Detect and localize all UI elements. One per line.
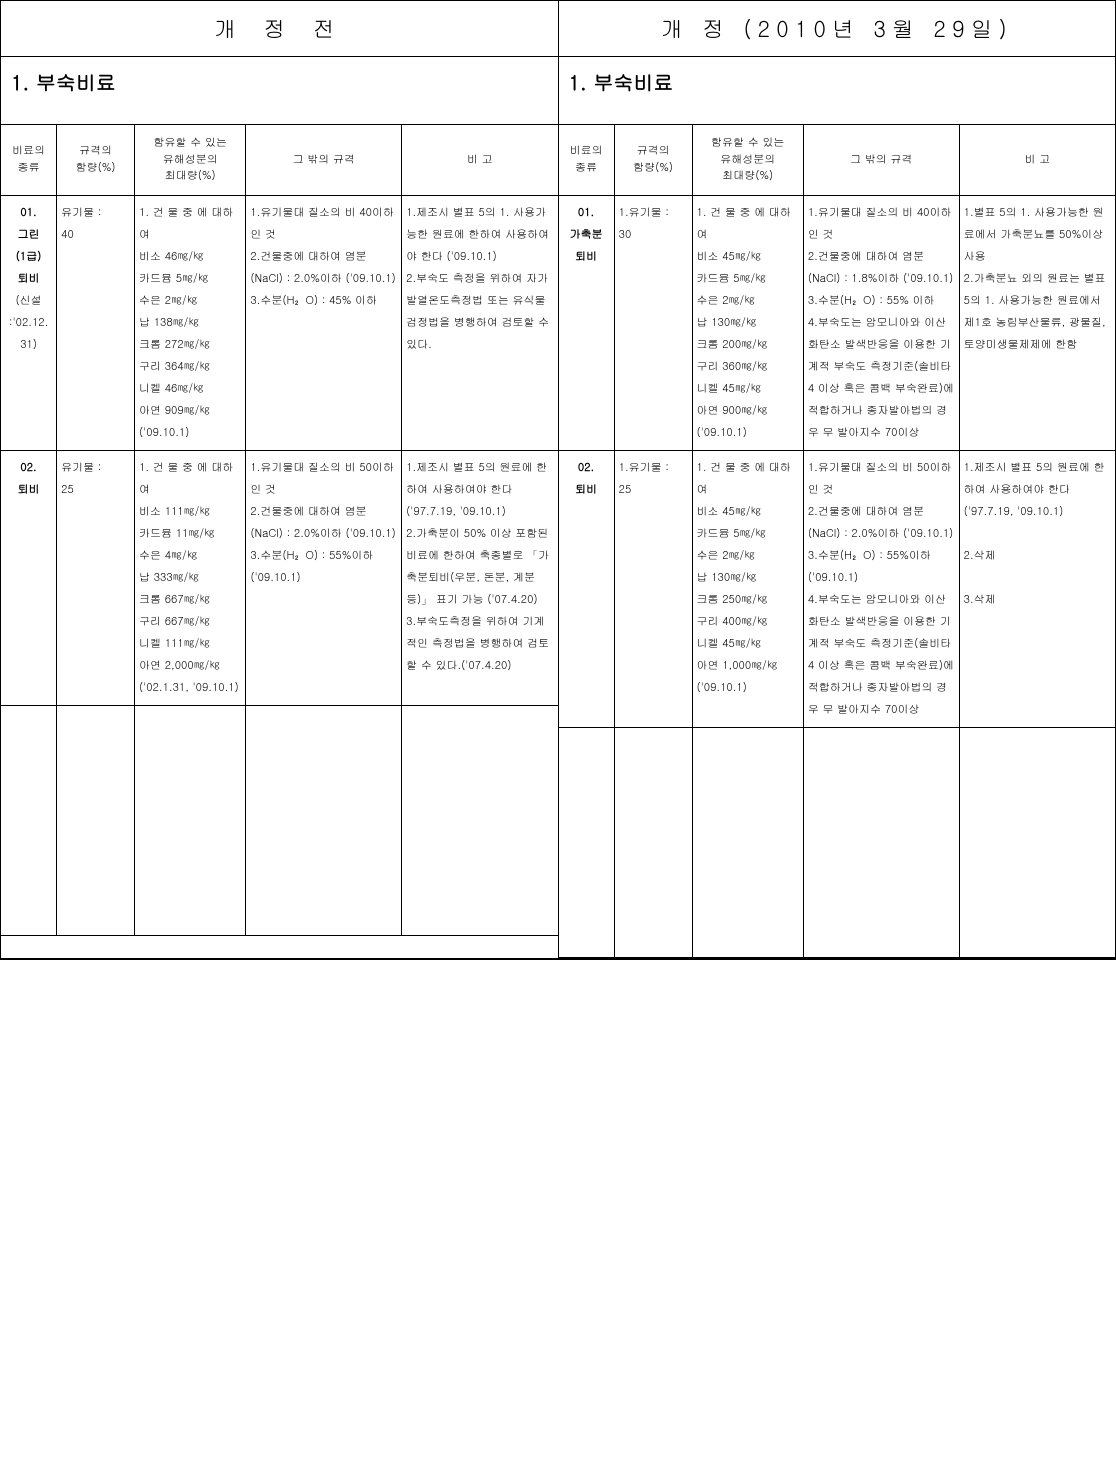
type-compost: 퇴비 <box>575 249 597 264</box>
cell-note: 1.제조시 별표 5의 원료에 한하여 사용하여야 한다 ('97.7.19, … <box>959 450 1115 727</box>
cell-other: 1.유기물대 질소의 비 40이하 인 것 2.건물중에 대하여 염분(NaCl… <box>246 195 402 450</box>
empty-cell <box>1 705 57 935</box>
empty-cell <box>692 727 803 957</box>
document-container: 개 정 전 개 정 (2010년 3월 29일) 1. 부숙비료 비료의 종류 … <box>0 0 1116 960</box>
cell-harm: 1. 건 물 중 에 대하여 비소 45㎎/㎏ 카드뮴 5㎎/㎏ 수은 2㎎/㎏… <box>692 450 803 727</box>
empty-cell <box>402 705 558 935</box>
cell-type: 01. 그린 (1급) 퇴비 (신설 :'02.12. 31) <box>1 195 57 450</box>
type-day: 31) <box>20 337 37 352</box>
type-new: (신설 <box>16 293 42 308</box>
type-name: 그린 <box>18 227 40 242</box>
empty-cell <box>57 705 135 935</box>
content-row: 1. 부숙비료 비료의 종류 규격의 함량(%) 함유할 수 있는 유해성분의 … <box>1 57 1115 959</box>
th-note: 비 고 <box>959 125 1115 196</box>
cell-spec: 1.유기물 : 25 <box>614 450 692 727</box>
th-spec: 규격의 함량(%) <box>57 125 135 196</box>
cell-spec: 1.유기물 : 30 <box>614 195 692 450</box>
type-compost: 퇴비 <box>18 271 40 286</box>
table-header-row: 비료의 종류 규격의 함량(%) 함유할 수 있는 유해성분의 최대량(%) 그… <box>1 125 558 196</box>
table-row: 01. 그린 (1급) 퇴비 (신설 :'02.12. 31) 유기물 : 40… <box>1 195 558 450</box>
table-row: 02. 퇴비 유기물 : 25 1. 건 물 중 에 대하여 비소 111㎎/㎏… <box>1 450 558 705</box>
cell-harm: 1. 건 물 중 에 대하여 비소 46㎎/㎏ 카드뮴 5㎎/㎏ 수은 2㎎/㎏… <box>135 195 246 450</box>
cell-harm: 1. 건 물 중 에 대하여 비소 45㎎/㎏ 카드뮴 5㎎/㎏ 수은 2㎎/㎏… <box>692 195 803 450</box>
left-panel: 1. 부숙비료 비료의 종류 규격의 함량(%) 함유할 수 있는 유해성분의 … <box>1 57 559 958</box>
cell-other: 1.유기물대 질소의 비 50이하 인 것 2.건물중에 대하여 염분(NaCl… <box>803 450 959 727</box>
cell-type: 02. 퇴비 <box>1 450 57 705</box>
cell-note: 1.별표 5의 1. 사용가능한 원료에서 가축분뇨를 50%이상 사용 2.가… <box>959 195 1115 450</box>
header-after: 개 정 (2010년 3월 29일) <box>559 1 1116 56</box>
empty-cell <box>246 705 402 935</box>
th-other: 그 밖의 규격 <box>246 125 402 196</box>
type-num: 02. <box>20 460 36 475</box>
section-title-left: 1. 부숙비료 <box>1 57 558 124</box>
type-num: 01. <box>578 205 594 220</box>
table-row: 01. 가축분 퇴비 1.유기물 : 30 1. 건 물 중 에 대하여 비소 … <box>559 195 1116 450</box>
type-name: 퇴비 <box>575 482 597 497</box>
table-row-empty <box>1 705 558 935</box>
type-name: 퇴비 <box>18 482 40 497</box>
table-row: 02. 퇴비 1.유기물 : 25 1. 건 물 중 에 대하여 비소 45㎎/… <box>559 450 1116 727</box>
th-harm: 함유할 수 있는 유해성분의 최대량(%) <box>692 125 803 196</box>
cell-other: 1.유기물대 질소의 비 40이하 인 것 2.건물중에 대하여 염분(NaCl… <box>803 195 959 450</box>
empty-cell <box>135 705 246 935</box>
right-table: 비료의 종류 규격의 함량(%) 함유할 수 있는 유해성분의 최대량(%) 그… <box>559 124 1116 958</box>
right-panel: 1. 부숙비료 비료의 종류 규격의 함량(%) 함유할 수 있는 유해성분의 … <box>559 57 1116 958</box>
cell-type: 01. 가축분 퇴비 <box>559 195 615 450</box>
left-table: 비료의 종류 규격의 함량(%) 함유할 수 있는 유해성분의 최대량(%) 그… <box>1 124 558 936</box>
type-num: 01. <box>20 205 36 220</box>
th-type: 비료의 종류 <box>1 125 57 196</box>
header-row: 개 정 전 개 정 (2010년 3월 29일) <box>1 1 1115 57</box>
cell-other: 1.유기물대 질소의 비 50이하 인 것 2.건물중에 대하여 염분(NaCl… <box>246 450 402 705</box>
th-note: 비 고 <box>402 125 558 196</box>
empty-cell <box>559 727 615 957</box>
table-row-empty <box>559 727 1116 957</box>
type-grade: (1급) <box>16 249 42 264</box>
cell-spec: 유기물 : 25 <box>57 450 135 705</box>
section-title-right: 1. 부숙비료 <box>559 57 1116 124</box>
th-type: 비료의 종류 <box>559 125 615 196</box>
cell-type: 02. 퇴비 <box>559 450 615 727</box>
empty-cell <box>959 727 1115 957</box>
type-num: 02. <box>578 460 594 475</box>
cell-note: 1.제조시 별표 5의 원료에 한하여 사용하여야 한다 ('97.7.19, … <box>402 450 558 705</box>
cell-spec: 유기물 : 40 <box>57 195 135 450</box>
cell-harm: 1. 건 물 중 에 대하여 비소 111㎎/㎏ 카드뮴 11㎎/㎏ 수은 4㎎… <box>135 450 246 705</box>
empty-cell <box>614 727 692 957</box>
type-date: :'02.12. <box>9 315 48 330</box>
type-name: 가축분 <box>570 227 603 242</box>
cell-note: 1.제조시 별표 5의 1. 사용가능한 원료에 한하여 사용하여야 한다 ('… <box>402 195 558 450</box>
th-spec: 규격의 함량(%) <box>614 125 692 196</box>
table-header-row: 비료의 종류 규격의 함량(%) 함유할 수 있는 유해성분의 최대량(%) 그… <box>559 125 1116 196</box>
th-other: 그 밖의 규격 <box>803 125 959 196</box>
empty-cell <box>803 727 959 957</box>
th-harm: 함유할 수 있는 유해성분의 최대량(%) <box>135 125 246 196</box>
header-before: 개 정 전 <box>1 1 559 56</box>
